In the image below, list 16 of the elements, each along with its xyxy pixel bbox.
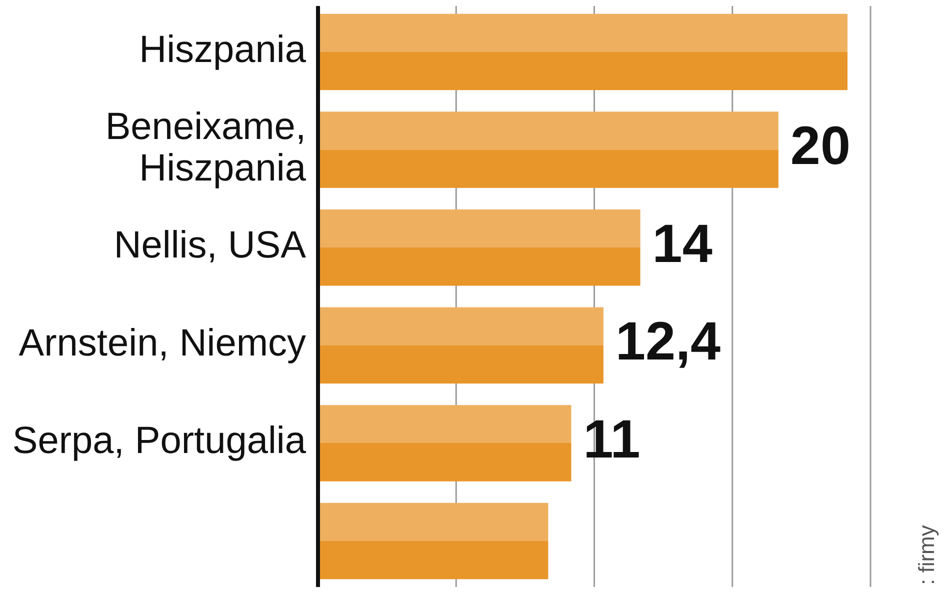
- bar: [318, 112, 778, 188]
- y-tick-label: Nellis, USA: [114, 224, 307, 267]
- y-tick-label: Serpa, Portugalia: [12, 420, 307, 462]
- y-tick-label: Beneixame, Hiszpania: [105, 106, 307, 190]
- data-label: 20: [790, 116, 851, 176]
- y-tick-label: Arnstein, Niemcy: [18, 322, 306, 364]
- text: : firmy: [914, 525, 939, 585]
- bar: [318, 502, 548, 580]
- bar: [318, 14, 848, 90]
- bar: [318, 405, 572, 482]
- bar: [318, 209, 640, 286]
- y-tick-label: Hiszpania: [139, 29, 307, 72]
- data-label: 14: [652, 214, 712, 274]
- data-label: 12,4: [615, 312, 721, 372]
- bar: [318, 307, 604, 384]
- data-label: 11: [583, 409, 640, 470]
